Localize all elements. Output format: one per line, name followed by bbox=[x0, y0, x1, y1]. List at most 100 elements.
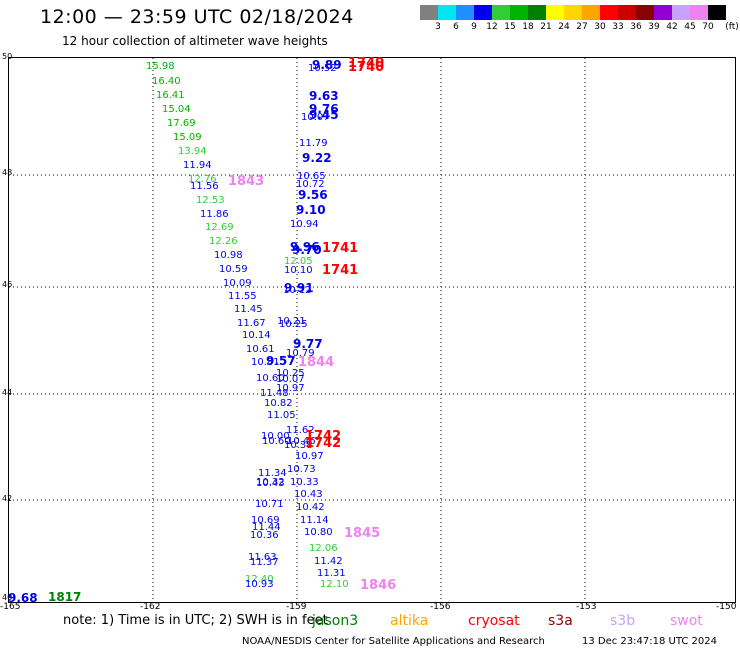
swh-value-label: 9.77 bbox=[293, 337, 323, 351]
scale-swatch bbox=[690, 5, 708, 20]
swh-value-label: 10.72 bbox=[296, 179, 325, 190]
swh-value-label: 13.94 bbox=[178, 146, 207, 157]
swh-value-label: 12.40 bbox=[245, 574, 274, 585]
longitude-label: -162 bbox=[140, 602, 161, 612]
mission-label: altika bbox=[390, 613, 429, 629]
swh-value-label: 11.48 bbox=[260, 388, 289, 399]
swh-value-label: 10.14 bbox=[242, 330, 271, 341]
mission-label: s3a bbox=[548, 613, 573, 629]
scale-swatch bbox=[582, 5, 600, 20]
scale-swatch bbox=[456, 5, 474, 20]
scale-label: 70 bbox=[702, 22, 714, 32]
swh-value-label: 10.97 bbox=[276, 383, 305, 394]
pass-time-label: 1843 bbox=[228, 174, 265, 189]
swh-value-label: 10.12 bbox=[283, 285, 312, 296]
swh-value-label: 9.56 bbox=[298, 188, 328, 202]
swh-value-label: 12.10 bbox=[320, 579, 349, 590]
swh-value-label: 11.44 bbox=[252, 522, 281, 533]
mission-label: jason3 bbox=[312, 613, 359, 629]
swh-value-label: 10.59 bbox=[219, 264, 248, 275]
generated-timestamp: 13 Dec 23:47:18 UTC 2024 bbox=[582, 636, 717, 647]
scale-label: 21 bbox=[540, 22, 552, 32]
swh-value-label: 10.43 bbox=[256, 478, 285, 489]
scale-swatch bbox=[672, 5, 690, 20]
map-frame bbox=[8, 57, 736, 603]
swh-value-label: 9.10 bbox=[296, 203, 326, 217]
pass-time-label: 1846 bbox=[360, 578, 397, 593]
scale-swatch bbox=[546, 5, 564, 20]
scale-swatch bbox=[708, 5, 726, 20]
swh-value-label: 10.65 bbox=[297, 171, 326, 182]
swh-value-label: 12.05 bbox=[284, 256, 313, 267]
scale-label: 6 bbox=[453, 22, 459, 32]
swh-value-label: 11.86 bbox=[200, 209, 229, 220]
scale-swatch bbox=[618, 5, 636, 20]
graticule bbox=[9, 58, 735, 602]
scale-label: 45 bbox=[684, 22, 696, 32]
swh-value-label: 10.60 bbox=[256, 373, 285, 384]
swh-value-label: 9.68 bbox=[8, 591, 38, 605]
scale-swatch bbox=[564, 5, 582, 20]
swh-value-label: 10.25 bbox=[279, 319, 308, 330]
mission-label: swot bbox=[670, 613, 703, 629]
swh-value-label: 9.89 bbox=[312, 58, 342, 72]
swh-value-label: 11.14 bbox=[300, 515, 329, 526]
swh-value-label: 11.55 bbox=[228, 291, 257, 302]
scale-label: 24 bbox=[558, 22, 570, 32]
swh-value-label: 10.36 bbox=[250, 530, 279, 541]
swh-value-label: 10.09 bbox=[223, 278, 252, 289]
swh-value-label: 11.37 bbox=[250, 557, 279, 568]
swh-value-label: 1817 bbox=[48, 590, 82, 604]
latitude-label: 50 bbox=[2, 52, 13, 61]
scale-label: 33 bbox=[612, 22, 624, 32]
swh-value-label: 10.10 bbox=[284, 265, 313, 276]
swh-value-label: 10.97 bbox=[295, 451, 324, 462]
swh-value-label: 11.67 bbox=[237, 318, 266, 329]
latitude-label: 42 bbox=[2, 494, 13, 503]
longitude-label: -156 bbox=[430, 602, 451, 612]
swh-value-label: 15.09 bbox=[173, 132, 202, 143]
page-title: 12:00 — 23:59 UTC 02/18/2024 bbox=[40, 6, 354, 28]
swh-value-label: 11.79 bbox=[299, 138, 328, 149]
swh-value-label: 12.76 bbox=[188, 174, 217, 185]
swh-value-label: 9.57 bbox=[266, 354, 296, 368]
pass-time-label: 1845 bbox=[344, 526, 381, 541]
scale-label: 42 bbox=[666, 22, 678, 32]
swh-value-label: 10.52 bbox=[308, 63, 337, 74]
pass-time-label: 1844 bbox=[298, 355, 335, 370]
swh-value-label: 12.06 bbox=[309, 543, 338, 554]
swh-value-label: 15.98 bbox=[146, 61, 175, 72]
scale-swatch bbox=[528, 5, 546, 20]
swh-value-label: 10.71 bbox=[255, 499, 284, 510]
swh-value-label: 10.07 bbox=[276, 374, 305, 385]
swh-value-label: 9.96 bbox=[290, 240, 320, 254]
scale-label: 9 bbox=[471, 22, 477, 32]
swh-value-label: 10.94 bbox=[290, 219, 319, 230]
swh-value-label: 12.26 bbox=[209, 236, 238, 247]
latitude-label: 40 bbox=[2, 593, 13, 602]
swh-value-label: 10.73 bbox=[287, 464, 316, 475]
swh-value-label: 10.69 bbox=[251, 515, 280, 526]
swh-value-label: 9.91 bbox=[284, 281, 314, 295]
swh-value-label: 10.93 bbox=[245, 579, 274, 590]
swh-value-label: 10.25 bbox=[276, 368, 305, 379]
swh-value-label: 10.43 bbox=[294, 489, 323, 500]
scale-label: 12 bbox=[486, 22, 498, 32]
swh-value-label: 9.70 bbox=[292, 243, 322, 257]
swh-value-label: 15.04 bbox=[162, 104, 191, 115]
swh-value-label: 11.31 bbox=[317, 568, 346, 579]
latitude-label: 44 bbox=[2, 388, 13, 397]
longitude-label: -150 bbox=[716, 602, 737, 612]
pass-time-label: 1741 bbox=[322, 263, 359, 278]
swh-value-label: 9.63 bbox=[309, 89, 339, 103]
scale-swatch bbox=[510, 5, 528, 20]
swh-value-label: 10.32 bbox=[256, 477, 285, 488]
swh-value-label: 11.56 bbox=[190, 181, 219, 192]
scale-label: 18 bbox=[522, 22, 534, 32]
swh-value-label: 11.45 bbox=[234, 304, 263, 315]
swh-value-label: 9.22 bbox=[302, 151, 332, 165]
swh-value-label: 10.79 bbox=[286, 348, 315, 359]
scale-swatch bbox=[654, 5, 672, 20]
longitude-label: -159 bbox=[286, 602, 307, 612]
swh-value-label: 16.41 bbox=[156, 90, 185, 101]
